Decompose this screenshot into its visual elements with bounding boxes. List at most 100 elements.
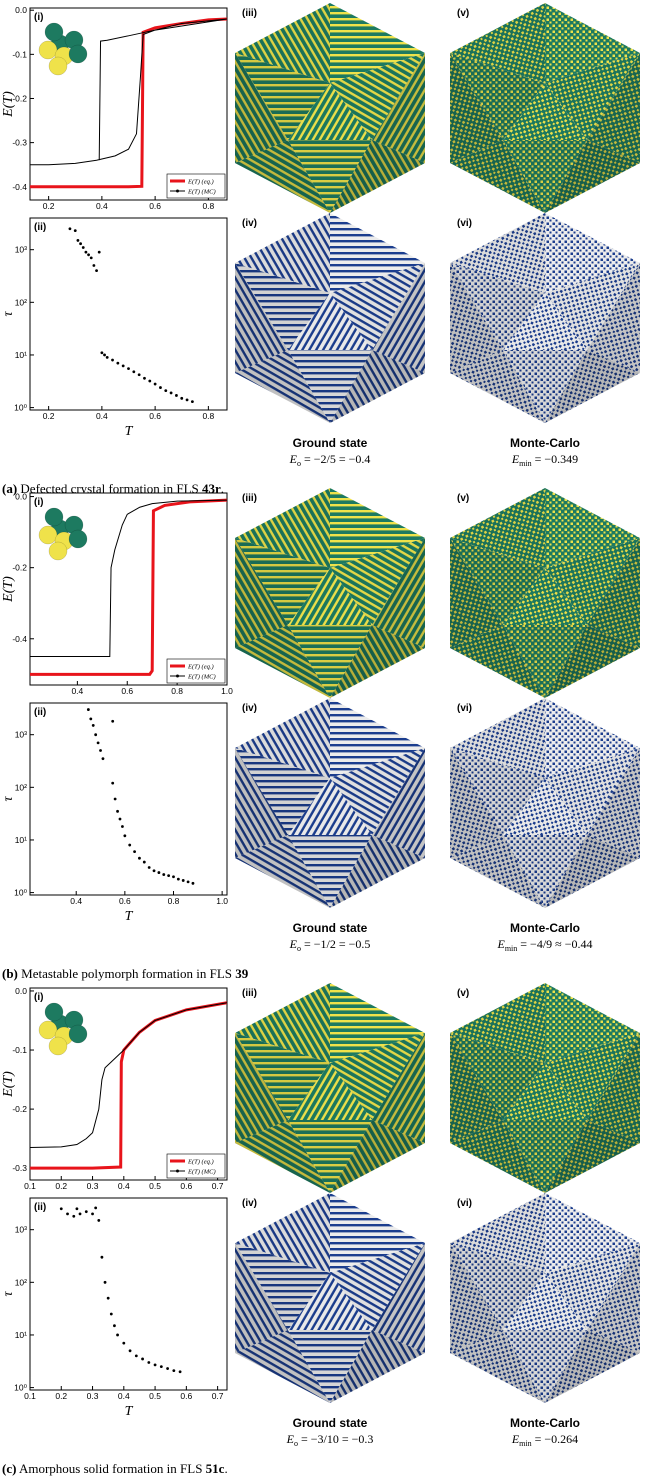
y-tick-label: -0.2 [12, 563, 27, 573]
facet [288, 1120, 372, 1193]
y-tick-label: 10² [15, 297, 27, 307]
x-tick-label: 0.1 [24, 1391, 36, 1401]
facet [235, 835, 330, 908]
x-tick-label: 0.2 [55, 1181, 67, 1191]
state-energy: Emin = −0.264 [511, 1432, 578, 1448]
facet [450, 1033, 545, 1120]
cluster-atom [68, 1024, 88, 1044]
point [143, 376, 146, 380]
panel-label: (ii) [34, 707, 46, 718]
point [137, 373, 141, 377]
facet [235, 263, 330, 350]
facet-shade [545, 350, 640, 423]
x-tick-label: 0.8 [202, 201, 214, 211]
y-tick-label: 10⁰ [14, 403, 27, 413]
facet [450, 3, 545, 83]
facet-shade [235, 698, 330, 778]
facet [330, 835, 425, 908]
point [118, 817, 122, 821]
x-tick-label: 0.7 [212, 1391, 224, 1401]
facet [235, 1120, 330, 1193]
state-title: Ground state [293, 921, 368, 935]
point [175, 394, 178, 397]
facet-shade [235, 983, 330, 1063]
cluster-atom [48, 541, 68, 561]
facet [545, 1243, 640, 1330]
facet-shade [450, 1243, 545, 1330]
x-tick-label: 0.3 [87, 1181, 99, 1191]
point [159, 386, 162, 389]
facet [235, 53, 288, 163]
caption: (a) Defected crystal formation in FLS 43… [2, 481, 224, 496]
facet [450, 53, 503, 163]
x-tick-label: 0.8 [168, 896, 180, 906]
cluster-atom [44, 22, 64, 42]
point [84, 1210, 88, 1214]
facet [450, 1330, 545, 1403]
facet-shade [450, 1033, 503, 1143]
facet [330, 350, 425, 423]
x-tick-label: 0.7 [212, 1181, 224, 1191]
facet-shade [503, 350, 587, 423]
y-tick-label: 10⁰ [14, 888, 27, 898]
facet [330, 748, 425, 835]
facet [288, 835, 372, 908]
facet [587, 1033, 640, 1143]
image-label: (vi) [457, 218, 472, 229]
facet-shade [235, 538, 330, 625]
facet [288, 1063, 372, 1120]
facet [330, 3, 425, 83]
state-energy: Eo = −2/5 = −0.4 [289, 452, 371, 468]
facet-shade [450, 1033, 545, 1120]
facet-shade [288, 835, 372, 908]
point [95, 269, 98, 273]
y-tick-label: -0.3 [12, 138, 27, 148]
facet-shade [330, 835, 425, 908]
x-tick-label: 0.4 [96, 411, 108, 421]
facet [288, 625, 372, 698]
facet-shade [288, 140, 372, 213]
y-tick-label: -0.1 [12, 1045, 27, 1055]
x-tick-label: 0.2 [43, 201, 55, 211]
point [133, 850, 136, 854]
image-label: (iii) [242, 988, 257, 999]
x-tick-label: 0.3 [87, 1391, 99, 1401]
facet [450, 835, 545, 908]
point [185, 398, 189, 402]
facet-shade [545, 748, 640, 835]
panel-label: (i) [34, 992, 43, 1003]
legend-label: E(T) (MC) [187, 674, 216, 681]
point [167, 874, 171, 878]
point [190, 400, 194, 403]
image-label: (iv) [242, 703, 257, 714]
point [96, 741, 100, 745]
x-axis-label: T [125, 424, 134, 439]
point [75, 1207, 79, 1211]
x-tick-label: 0.6 [180, 1181, 192, 1191]
state-title: Monte-Carlo [510, 921, 580, 935]
point [91, 1212, 94, 1216]
facet-shade [235, 1243, 288, 1353]
caption: (c) Amorphous solid formation in FLS 51c… [2, 1461, 228, 1476]
facet [330, 1243, 425, 1330]
caption-text: Metastable polymorph formation in FLS [18, 966, 235, 981]
facet-shade [450, 1330, 545, 1403]
y-tick-label: 10⁰ [14, 1383, 27, 1393]
facet [330, 698, 425, 778]
facet [288, 293, 372, 350]
point [111, 719, 115, 723]
facet [330, 1193, 425, 1273]
facet-shade [235, 1033, 330, 1120]
facet-shade [450, 263, 503, 373]
facet [503, 140, 587, 213]
point [72, 1214, 76, 1218]
point [73, 229, 77, 233]
legend-marker [176, 189, 179, 193]
facet-shade [330, 1330, 425, 1403]
facet-shade [235, 488, 330, 568]
facet [330, 53, 425, 140]
y-tick-label: 10¹ [15, 350, 27, 360]
x-tick-label: 0.6 [149, 411, 161, 421]
point [180, 396, 184, 400]
state-title: Ground state [293, 1416, 368, 1430]
